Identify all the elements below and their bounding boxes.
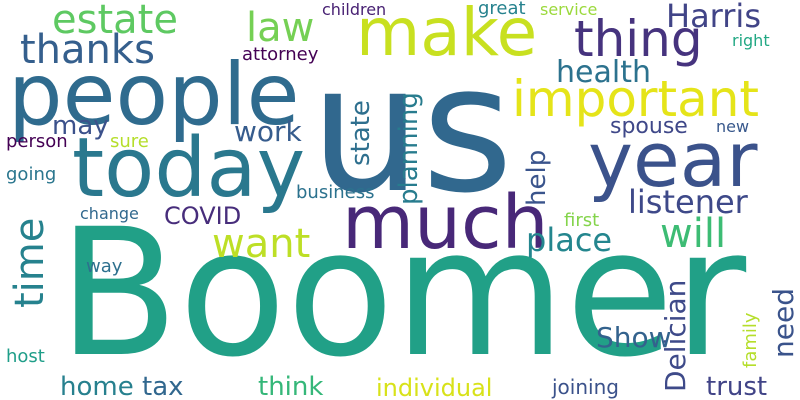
word-business: business xyxy=(296,182,375,203)
word-health: health xyxy=(556,55,651,90)
word-individual: individual xyxy=(376,374,493,400)
word-state: state xyxy=(346,100,376,166)
word-estate: estate xyxy=(52,0,178,43)
word-think: think xyxy=(258,372,324,400)
word-change: change xyxy=(80,204,139,223)
word-going: going xyxy=(6,164,57,185)
word-help: help xyxy=(522,149,552,206)
word-today: today xyxy=(72,121,306,216)
word-listener: listener xyxy=(628,183,748,221)
word-tax: tax xyxy=(142,372,184,400)
word-new: new xyxy=(716,117,750,136)
word-spouse: spouse xyxy=(610,114,688,139)
word-will: will xyxy=(660,211,727,257)
word-thing: thing xyxy=(574,10,703,68)
word-host: host xyxy=(6,346,45,367)
word-need: need xyxy=(767,288,800,358)
word-family: family xyxy=(740,312,761,368)
word-people: people xyxy=(8,45,300,145)
word-law: law xyxy=(246,5,315,51)
word-thanks: thanks xyxy=(20,27,155,73)
word-joining: joining xyxy=(552,375,619,399)
word-make: make xyxy=(356,0,538,71)
word-us: us xyxy=(310,27,514,232)
word-time: time xyxy=(7,217,53,308)
word-right: right xyxy=(732,31,770,50)
word-much: much xyxy=(342,180,549,266)
word-planning: planning xyxy=(394,92,424,205)
word-important: important xyxy=(512,70,760,128)
word-service: service xyxy=(540,0,598,19)
word-harris: Harris xyxy=(666,0,761,35)
word-sure: sure xyxy=(110,131,149,152)
word-trust: trust xyxy=(706,372,768,400)
word-person: person xyxy=(6,131,68,152)
word-may: may xyxy=(52,111,109,141)
word-work: work xyxy=(234,115,302,148)
word-place: place xyxy=(526,221,613,259)
word-year: year xyxy=(588,115,758,204)
word-show: Show xyxy=(596,321,672,354)
word-children: children xyxy=(322,0,387,19)
word-covid: COVID xyxy=(164,202,242,230)
word-attorney: attorney xyxy=(242,44,319,65)
word-great: great xyxy=(478,0,526,19)
word-boomer: Boomer xyxy=(58,191,747,396)
word-way: way xyxy=(86,256,123,277)
word-first: first xyxy=(564,210,600,231)
word-want: want xyxy=(212,221,311,267)
word-home: home xyxy=(60,372,134,400)
